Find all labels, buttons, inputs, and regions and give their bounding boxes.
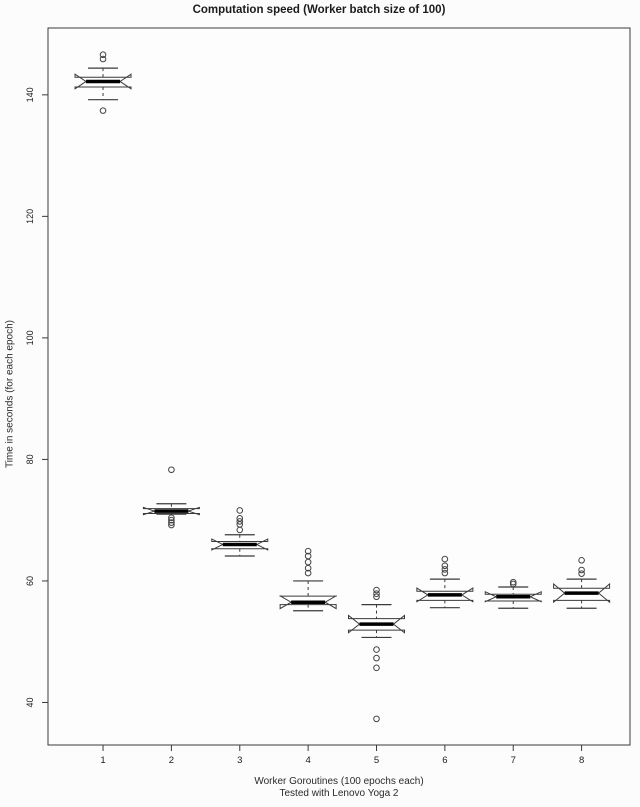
x-tick-label: 1 [100, 755, 105, 766]
outlier-point [441, 569, 449, 577]
x-tick-label: 5 [374, 755, 379, 766]
y-tick-label: 100 [25, 330, 35, 345]
outlier-point [99, 55, 107, 63]
outlier-point [509, 578, 517, 586]
chart-title: Computation speed (Worker batch size of … [192, 4, 446, 16]
outlier-point [578, 570, 585, 577]
outlier-point [373, 586, 380, 594]
x-axis-title-line1: Worker Goroutines (100 epochs each) [254, 776, 424, 787]
outlier-point [373, 593, 380, 601]
x-tick-label: 2 [169, 755, 174, 766]
outlier-point [578, 556, 585, 564]
outlier-point [99, 107, 107, 114]
outlier-point [236, 518, 244, 525]
outlier-point [304, 569, 312, 577]
outlier-point [236, 526, 244, 534]
x-tick-label: 8 [579, 755, 584, 766]
outlier-point [236, 507, 244, 514]
outlier-point [168, 514, 175, 522]
x-axis-title-line2: Tested with Lenovo Yoga 2 [279, 788, 399, 799]
outlier-point [168, 466, 175, 474]
outlier-point [99, 51, 107, 59]
outlier-point [441, 555, 449, 563]
outlier-point [168, 516, 175, 524]
x-tick-label: 6 [442, 755, 447, 766]
outlier-point [373, 715, 380, 723]
plot-border [47, 27, 631, 746]
outlier-point [168, 521, 175, 529]
outlier-point [509, 580, 517, 588]
outlier-point [441, 566, 449, 573]
outlier-point [304, 564, 312, 572]
y-tick-label: 80 [25, 454, 35, 464]
y-tick-label: 40 [25, 697, 35, 707]
y-tick-label: 140 [25, 87, 35, 102]
outlier-point [441, 562, 449, 570]
x-tick-label: 4 [305, 755, 310, 766]
y-tick-label: 60 [25, 576, 35, 586]
outlier-point [373, 590, 380, 598]
outlier-point [578, 566, 585, 574]
outlier-point [373, 664, 380, 672]
y-tick-label: 120 [25, 209, 35, 224]
x-tick-label: 7 [511, 755, 516, 766]
x-axis-title: Worker Goroutines (100 epochs each) Test… [48, 776, 630, 800]
outlier-point [304, 547, 312, 555]
x-tick-label: 3 [237, 755, 242, 766]
outlier-point [168, 519, 175, 526]
outlier-point [373, 646, 380, 653]
outlier-point [373, 654, 380, 662]
